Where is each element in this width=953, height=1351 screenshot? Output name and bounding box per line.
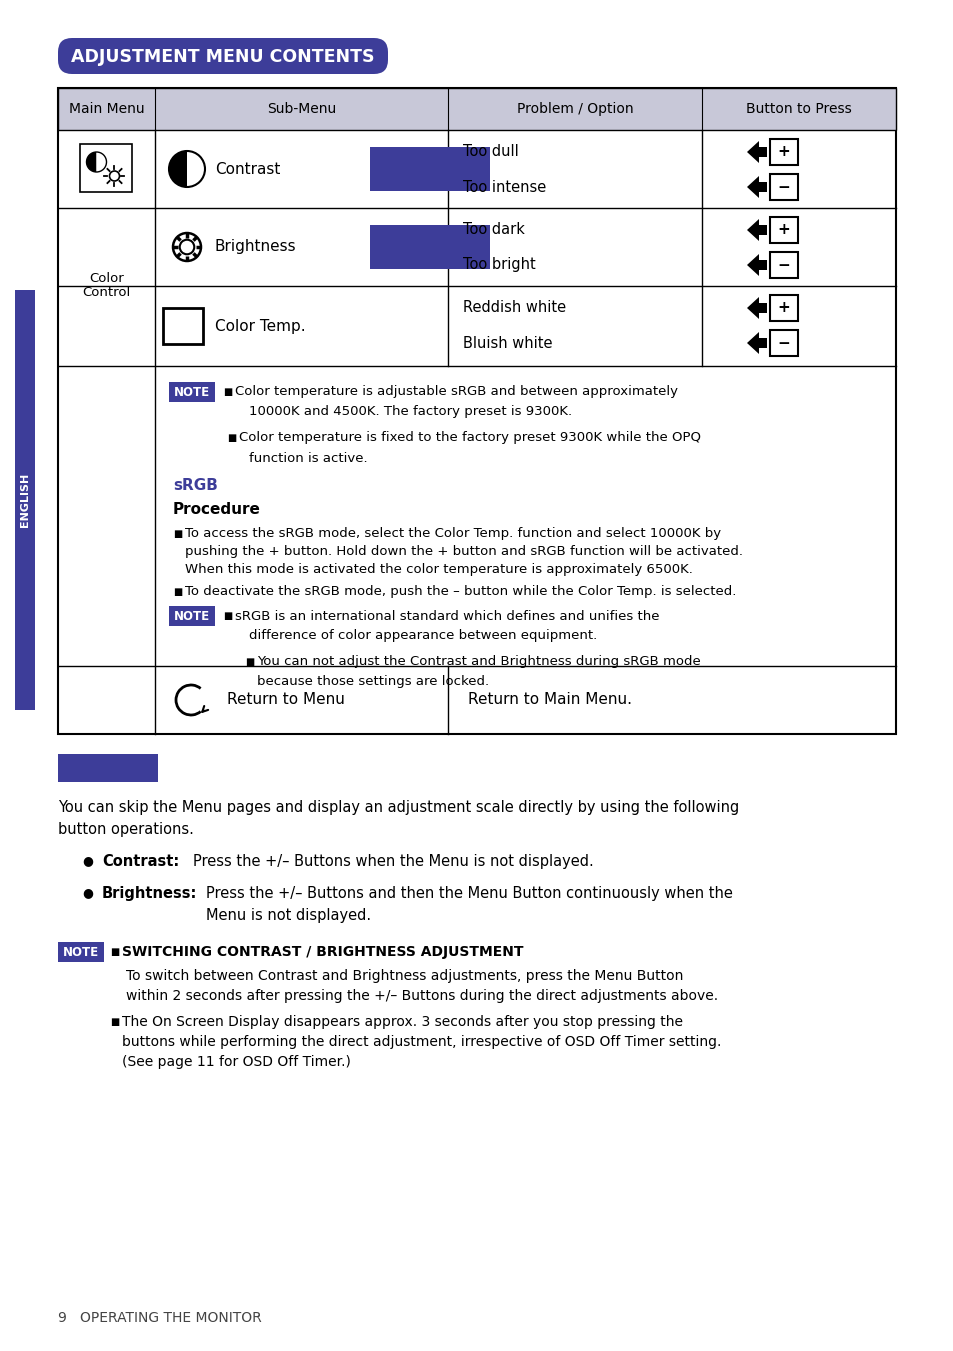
Text: Return to Main Menu.: Return to Main Menu. xyxy=(468,693,631,708)
Text: You can not adjust the Contrast and Brightness during sRGB mode: You can not adjust the Contrast and Brig… xyxy=(256,655,700,669)
FancyBboxPatch shape xyxy=(58,38,388,74)
Text: ●: ● xyxy=(83,886,93,898)
Polygon shape xyxy=(746,219,766,240)
Text: Contrast: Contrast xyxy=(214,162,280,177)
Text: ■: ■ xyxy=(110,1017,119,1027)
Text: ■: ■ xyxy=(223,611,232,621)
Bar xyxy=(769,139,797,165)
Bar xyxy=(370,226,490,269)
Bar xyxy=(163,308,203,345)
Text: The On Screen Display disappears approx. 3 seconds after you stop pressing the: The On Screen Display disappears approx.… xyxy=(122,1015,682,1029)
Text: To deactivate the sRGB mode, push the – button while the Color Temp. is selected: To deactivate the sRGB mode, push the – … xyxy=(185,585,736,598)
Text: Too intense: Too intense xyxy=(462,180,546,195)
Text: Color: Color xyxy=(89,272,124,285)
Text: Brightness:: Brightness: xyxy=(102,886,197,901)
Text: You can skip the Menu pages and display an adjustment scale directly by using th: You can skip the Menu pages and display … xyxy=(58,800,739,815)
Circle shape xyxy=(179,239,194,254)
Bar xyxy=(169,382,214,403)
Text: buttons while performing the direct adjustment, irrespective of OSD Off Timer se: buttons while performing the direct adju… xyxy=(122,1035,720,1048)
Text: Return to Menu: Return to Menu xyxy=(227,693,345,708)
Text: (See page 11 for OSD Off Timer.): (See page 11 for OSD Off Timer.) xyxy=(122,1055,351,1069)
Bar xyxy=(169,607,214,626)
Text: Menu is not displayed.: Menu is not displayed. xyxy=(206,908,371,923)
Text: because those settings are locked.: because those settings are locked. xyxy=(256,676,489,689)
Wedge shape xyxy=(169,151,187,186)
Text: ■: ■ xyxy=(110,947,119,957)
Text: sRGB is an international standard which defines and unifies the: sRGB is an international standard which … xyxy=(234,609,659,623)
Bar xyxy=(58,88,895,130)
Polygon shape xyxy=(746,332,766,354)
Text: Control: Control xyxy=(82,285,131,299)
Text: +: + xyxy=(777,145,789,159)
Circle shape xyxy=(110,172,119,181)
Text: ENGLISH: ENGLISH xyxy=(20,473,30,527)
Text: ■: ■ xyxy=(223,386,232,397)
Bar xyxy=(769,253,797,278)
Text: ■: ■ xyxy=(172,530,182,539)
Text: ■: ■ xyxy=(172,586,182,597)
Text: Color Temp.: Color Temp. xyxy=(214,319,305,334)
Wedge shape xyxy=(187,151,205,186)
Text: NOTE: NOTE xyxy=(63,946,99,958)
Text: SWITCHING CONTRAST / BRIGHTNESS ADJUSTMENT: SWITCHING CONTRAST / BRIGHTNESS ADJUSTME… xyxy=(122,944,523,959)
Text: difference of color appearance between equipment.: difference of color appearance between e… xyxy=(249,630,597,643)
Text: Color temperature is adjustable sRGB and between approximately: Color temperature is adjustable sRGB and… xyxy=(234,385,678,399)
Text: ■: ■ xyxy=(245,657,254,667)
Bar xyxy=(769,295,797,322)
Text: Main Menu: Main Menu xyxy=(69,101,144,116)
Text: −: − xyxy=(777,335,789,350)
Text: Reddish white: Reddish white xyxy=(462,300,565,316)
Text: NOTE: NOTE xyxy=(173,609,210,623)
Text: ADJUSTMENT MENU CONTENTS: ADJUSTMENT MENU CONTENTS xyxy=(71,49,375,66)
Bar xyxy=(58,754,158,782)
Bar xyxy=(769,330,797,357)
Text: Press the +/– Buttons and then the Menu Button continuously when the: Press the +/– Buttons and then the Menu … xyxy=(206,886,732,901)
Text: Too dull: Too dull xyxy=(462,145,518,159)
Text: Bluish white: Bluish white xyxy=(462,335,552,350)
Text: To access the sRGB mode, select the Color Temp. function and select 10000K by: To access the sRGB mode, select the Colo… xyxy=(185,527,720,540)
Text: When this mode is activated the color temperature is approximately 6500K.: When this mode is activated the color te… xyxy=(185,563,692,577)
Text: To switch between Contrast and Brightness adjustments, press the Menu Button: To switch between Contrast and Brightnes… xyxy=(126,969,682,984)
Text: Problem / Option: Problem / Option xyxy=(517,101,633,116)
Text: −: − xyxy=(777,180,789,195)
Bar xyxy=(370,147,490,190)
Polygon shape xyxy=(746,176,766,199)
Text: Press the +/– Buttons when the Menu is not displayed.: Press the +/– Buttons when the Menu is n… xyxy=(193,854,593,869)
Wedge shape xyxy=(96,153,107,172)
Text: sRGB: sRGB xyxy=(172,478,217,493)
Bar xyxy=(769,174,797,200)
Text: ■: ■ xyxy=(227,434,236,443)
Text: Color temperature is fixed to the factory preset 9300K while the OPQ: Color temperature is fixed to the factor… xyxy=(239,431,700,444)
Text: Too dark: Too dark xyxy=(462,223,524,238)
Text: ●: ● xyxy=(83,854,93,867)
Text: function is active.: function is active. xyxy=(249,451,367,465)
Polygon shape xyxy=(746,297,766,319)
Bar xyxy=(58,942,104,962)
Text: Procedure: Procedure xyxy=(172,503,260,517)
Text: −: − xyxy=(777,258,789,273)
Text: button operations.: button operations. xyxy=(58,821,193,838)
Bar xyxy=(769,218,797,243)
Text: 10000K and 4500K. The factory preset is 9300K.: 10000K and 4500K. The factory preset is … xyxy=(249,405,572,419)
Text: +: + xyxy=(777,223,789,238)
Text: Too bright: Too bright xyxy=(462,258,536,273)
Bar xyxy=(58,88,895,734)
Text: pushing the + button. Hold down the + button and sRGB function will be activated: pushing the + button. Hold down the + bu… xyxy=(185,546,742,558)
Text: Brightness: Brightness xyxy=(214,239,296,254)
Bar xyxy=(80,145,132,192)
Text: Sub-Menu: Sub-Menu xyxy=(267,101,335,116)
Bar xyxy=(15,290,35,711)
Text: NOTE: NOTE xyxy=(173,385,210,399)
Polygon shape xyxy=(746,141,766,163)
Polygon shape xyxy=(746,254,766,276)
Text: Button to Press: Button to Press xyxy=(745,101,851,116)
Text: Contrast:: Contrast: xyxy=(102,854,179,869)
Text: 9   OPERATING THE MONITOR: 9 OPERATING THE MONITOR xyxy=(58,1310,261,1325)
Text: +: + xyxy=(777,300,789,316)
Wedge shape xyxy=(87,153,96,172)
Text: within 2 seconds after pressing the +/– Buttons during the direct adjustments ab: within 2 seconds after pressing the +/– … xyxy=(126,989,718,1002)
